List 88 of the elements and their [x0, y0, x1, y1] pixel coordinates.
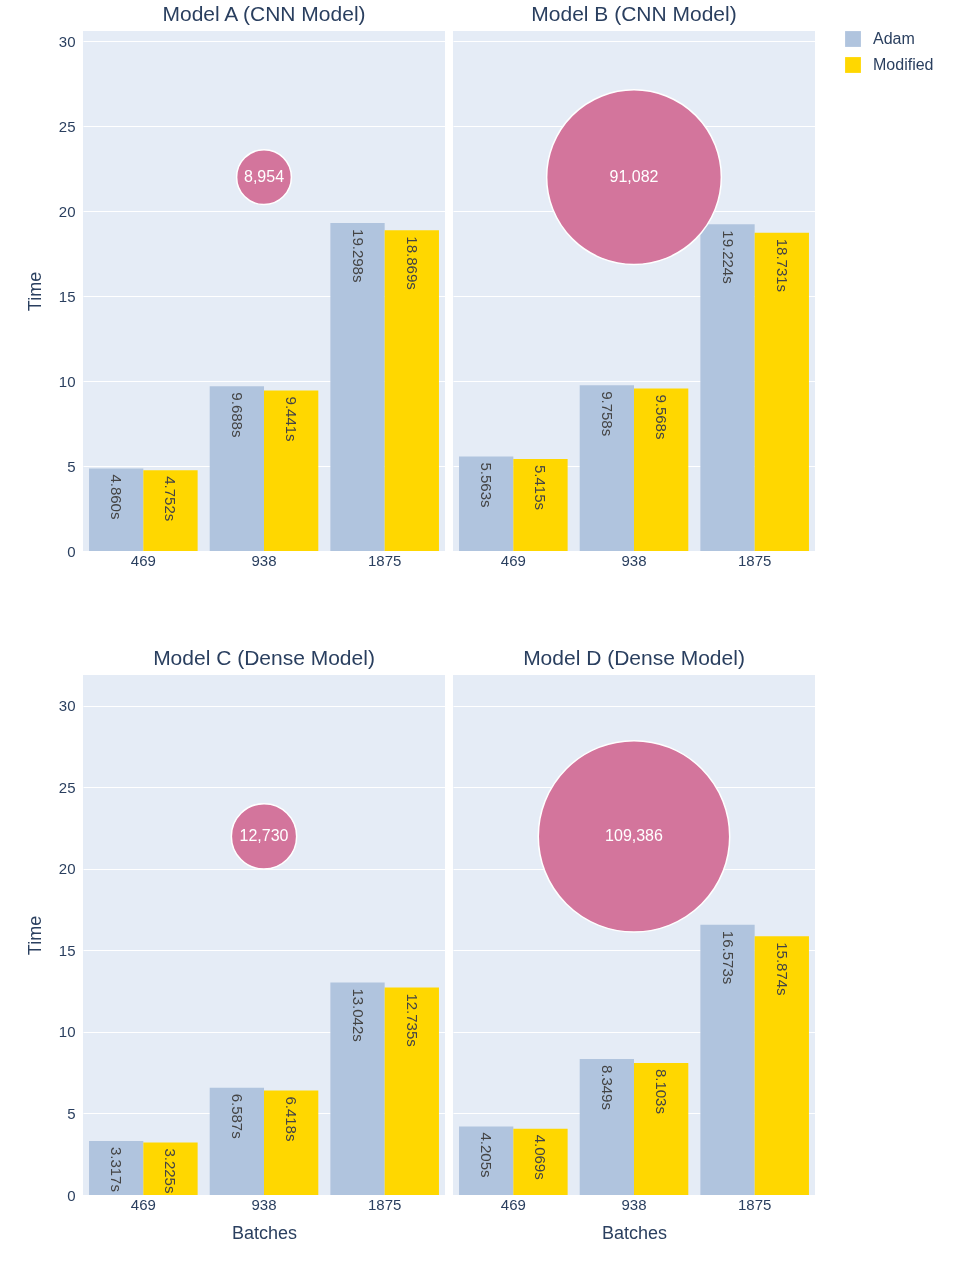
bar [513, 458, 568, 551]
x-tick-label: 938 [621, 1195, 647, 1213]
data-label: 8.103s [653, 1068, 671, 1114]
x-tick-label: 938 [251, 551, 277, 569]
bar [143, 1142, 198, 1195]
bar [700, 924, 755, 1195]
data-label: 4.752s [162, 476, 180, 522]
bar [89, 1140, 144, 1195]
data-label: 6.587s [228, 1093, 246, 1139]
legend-label: Adam [873, 30, 915, 47]
data-label: 16.573s [719, 930, 737, 985]
x-tick-label: 1875 [737, 551, 772, 569]
y-tick-label: 30 [58, 697, 76, 715]
data-label: 18.731s [773, 238, 791, 293]
data-label: 5.415s [532, 464, 550, 511]
y-tick-label: 20 [58, 202, 76, 220]
x-tick-label: 1875 [737, 1195, 772, 1213]
x-tick-label: 469 [130, 551, 156, 569]
data-label: 9.688s [228, 392, 246, 438]
bar [143, 470, 198, 551]
bar [513, 1128, 568, 1195]
bar [384, 230, 439, 551]
data-label: 18.869s [403, 236, 421, 290]
data-label: 4.860s [108, 474, 126, 520]
data-label: 19.298s [349, 229, 367, 283]
data-label: 12,730 [239, 827, 289, 845]
data-label: 15.874s [773, 942, 791, 996]
data-label: 3.225s [162, 1148, 180, 1194]
bar [579, 1058, 634, 1195]
data-label: 5.563s [478, 462, 496, 508]
bar [700, 224, 755, 551]
y-axis-title: Time [24, 915, 45, 956]
x-tick-label: 938 [251, 1195, 277, 1213]
y-tick-label: 15 [58, 941, 76, 959]
bar [209, 1087, 264, 1195]
x-tick-label: 469 [130, 1195, 156, 1213]
x-tick-label: 938 [621, 551, 647, 569]
bar [754, 936, 809, 1195]
x-tick-label: 469 [500, 551, 526, 569]
data-label: 9.441s [283, 396, 301, 442]
data-label: 13.042s [349, 988, 367, 1042]
bar [264, 390, 319, 551]
data-label: 109,386 [605, 827, 664, 845]
chart-title: Model C (Dense Model) [153, 646, 375, 669]
x-tick-label: 1875 [367, 551, 402, 569]
y-tick-label: 5 [67, 1105, 76, 1122]
legend-label: Modified [873, 56, 934, 73]
bar [89, 468, 144, 551]
y-tick-label: 0 [67, 1186, 76, 1204]
data-label: 6.418s [283, 1096, 301, 1142]
data-label: 9.568s [653, 394, 671, 440]
y-tick-label: 0 [67, 542, 76, 560]
data-label: 91,082 [609, 168, 659, 186]
y-tick-label: 25 [58, 778, 76, 796]
bar [330, 982, 385, 1195]
x-axis-title: Batches [601, 1222, 668, 1243]
y-tick-label: 20 [58, 860, 76, 878]
y-tick-label: 10 [58, 1023, 76, 1041]
data-label: 4.205s [478, 1132, 496, 1178]
bar [634, 388, 689, 551]
bar [579, 385, 634, 551]
y-tick-label: 30 [58, 32, 76, 50]
y-tick-label: 5 [67, 457, 76, 475]
bar [209, 386, 264, 551]
y-axis-title: Time [24, 271, 45, 312]
bar [754, 232, 809, 551]
data-label: 12.735s [403, 993, 421, 1047]
bar [459, 456, 514, 551]
y-tick-label: 15 [58, 287, 76, 305]
y-tick-label: 10 [58, 372, 76, 390]
chart-title: Model A (CNN Model) [162, 2, 366, 25]
chart-title: Model B (CNN Model) [531, 2, 737, 25]
x-tick-label: 1875 [367, 1195, 402, 1213]
bar [330, 223, 385, 551]
bar [264, 1090, 319, 1195]
data-label: 8,954 [243, 168, 285, 186]
data-label: 8.349s [598, 1064, 616, 1110]
chart-title: Model D (Dense Model) [523, 646, 745, 669]
data-label: 9.758s [598, 391, 616, 437]
data-label: 4.069s [532, 1134, 550, 1180]
data-label: 3.317s [108, 1146, 126, 1192]
bar [384, 987, 439, 1195]
y-tick-label: 25 [58, 117, 76, 135]
bar [634, 1062, 689, 1195]
data-label: 19.224s [719, 230, 737, 284]
x-axis-title: Batches [231, 1222, 298, 1243]
x-tick-label: 469 [500, 1195, 526, 1213]
bar [459, 1126, 514, 1195]
